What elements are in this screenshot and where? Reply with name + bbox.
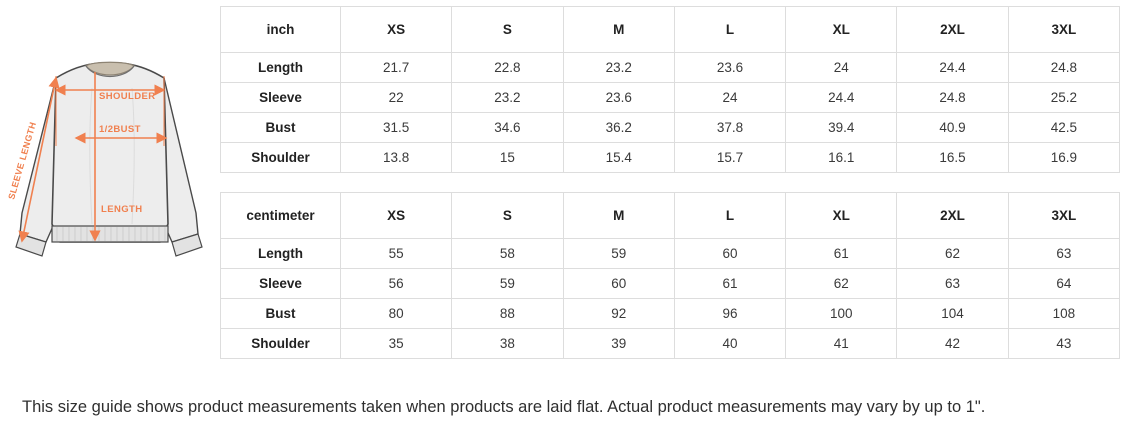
cell-length-3xl: 24.8 [1007,52,1121,83]
table-header-row: centimeter XS S M L XL 2XL 3XL [220,192,1121,239]
cell-sleeve-l: 24 [673,82,787,113]
cell-sleeve-2xl: 24.8 [896,82,1009,113]
diagram-label-shoulder: SHOULDER [99,91,156,102]
cell-bust-2xl: 40.9 [896,112,1009,143]
table-row: Sleeve 56 59 60 61 62 63 64 [220,268,1121,299]
cell-bust-l: 96 [673,298,787,329]
table-row: Shoulder 35 38 39 40 41 42 43 [220,328,1121,359]
cell-shoulder-m: 15.4 [562,142,675,173]
cell-length-3xl: 63 [1007,238,1121,269]
cell-bust-xs: 31.5 [339,112,453,143]
table-row: Shoulder 13.8 15 15.4 15.7 16.1 16.5 16.… [220,142,1121,173]
size-header-s: S [451,192,564,239]
cell-sleeve-m: 23.6 [562,82,675,113]
cell-sleeve-3xl: 64 [1007,268,1121,299]
cell-length-xl: 24 [785,52,898,83]
table-header-row: inch XS S M L XL 2XL 3XL [220,6,1121,53]
cell-sleeve-xl: 62 [785,268,898,299]
size-header-3xl: 3XL [1007,192,1121,239]
size-header-xs: XS [339,192,453,239]
size-guide-disclaimer: This size guide shows product measuremen… [22,398,986,416]
unit-label-inch: inch [220,6,341,53]
row-label-length: Length [220,52,341,83]
size-header-2xl: 2XL [896,6,1009,53]
cell-sleeve-xs: 22 [339,82,453,113]
size-header-3xl: 3XL [1007,6,1121,53]
cell-sleeve-s: 23.2 [451,82,564,113]
cell-shoulder-xs: 13.8 [339,142,453,173]
cell-bust-l: 37.8 [673,112,787,143]
cell-shoulder-xl: 41 [785,328,898,359]
row-label-shoulder: Shoulder [220,328,341,359]
cell-shoulder-2xl: 16.5 [896,142,1009,173]
cell-sleeve-xl: 24.4 [785,82,898,113]
size-header-m: M [562,6,675,53]
cell-shoulder-3xl: 16.9 [1007,142,1121,173]
cell-sleeve-2xl: 63 [896,268,1009,299]
row-label-bust: Bust [220,112,341,143]
cell-shoulder-s: 15 [451,142,564,173]
size-header-m: M [562,192,675,239]
unit-label-centimeter: centimeter [220,192,341,239]
table-row: Bust 31.5 34.6 36.2 37.8 39.4 40.9 42.5 [220,112,1121,143]
cell-sleeve-s: 59 [451,268,564,299]
cell-shoulder-3xl: 43 [1007,328,1121,359]
size-header-l: L [673,192,787,239]
cell-bust-3xl: 42.5 [1007,112,1121,143]
cell-length-xs: 55 [339,238,453,269]
inch-size-table: inch XS S M L XL 2XL 3XL Length 21.7 22.… [220,6,1121,173]
size-header-s: S [451,6,564,53]
row-label-shoulder: Shoulder [220,142,341,173]
cell-bust-3xl: 108 [1007,298,1121,329]
row-label-sleeve: Sleeve [220,82,341,113]
row-label-bust: Bust [220,298,341,329]
cell-length-l: 23.6 [673,52,787,83]
cell-length-s: 58 [451,238,564,269]
cell-length-l: 60 [673,238,787,269]
size-header-2xl: 2XL [896,192,1009,239]
cell-bust-s: 88 [451,298,564,329]
cell-length-2xl: 62 [896,238,1009,269]
row-label-sleeve: Sleeve [220,268,341,299]
table-row: Sleeve 22 23.2 23.6 24 24.4 24.8 25.2 [220,82,1121,113]
cell-shoulder-2xl: 42 [896,328,1009,359]
row-label-length: Length [220,238,341,269]
size-header-xs: XS [339,6,453,53]
centimeter-size-table: centimeter XS S M L XL 2XL 3XL Length 55… [220,192,1121,359]
cell-bust-xl: 100 [785,298,898,329]
size-header-xl: XL [785,192,898,239]
cell-length-m: 59 [562,238,675,269]
table-row: Bust 80 88 92 96 100 104 108 [220,298,1121,329]
sweatshirt-measurement-diagram: SHOULDER 1/2BUST LENGTH SLEEVE LENGTH [0,28,220,260]
cell-shoulder-s: 38 [451,328,564,359]
cell-shoulder-l: 15.7 [673,142,787,173]
cell-shoulder-xl: 16.1 [785,142,898,173]
cell-sleeve-xs: 56 [339,268,453,299]
diagram-label-half-bust: 1/2BUST [99,124,141,135]
cell-length-s: 22.8 [451,52,564,83]
cell-length-xs: 21.7 [339,52,453,83]
table-row: Length 55 58 59 60 61 62 63 [220,238,1121,269]
cell-shoulder-m: 39 [562,328,675,359]
cell-bust-m: 92 [562,298,675,329]
cell-bust-s: 34.6 [451,112,564,143]
cell-shoulder-l: 40 [673,328,787,359]
cell-bust-m: 36.2 [562,112,675,143]
cell-bust-xs: 80 [339,298,453,329]
cell-shoulder-xs: 35 [339,328,453,359]
cell-bust-xl: 39.4 [785,112,898,143]
sleeve-length-measure-arrow [18,76,60,243]
cell-length-m: 23.2 [562,52,675,83]
size-header-xl: XL [785,6,898,53]
size-header-l: L [673,6,787,53]
table-row: Length 21.7 22.8 23.2 23.6 24 24.4 24.8 [220,52,1121,83]
cell-bust-2xl: 104 [896,298,1009,329]
cell-length-xl: 61 [785,238,898,269]
diagram-label-length: LENGTH [101,204,142,215]
cell-length-2xl: 24.4 [896,52,1009,83]
cell-sleeve-m: 60 [562,268,675,299]
cell-sleeve-3xl: 25.2 [1007,82,1121,113]
cell-sleeve-l: 61 [673,268,787,299]
